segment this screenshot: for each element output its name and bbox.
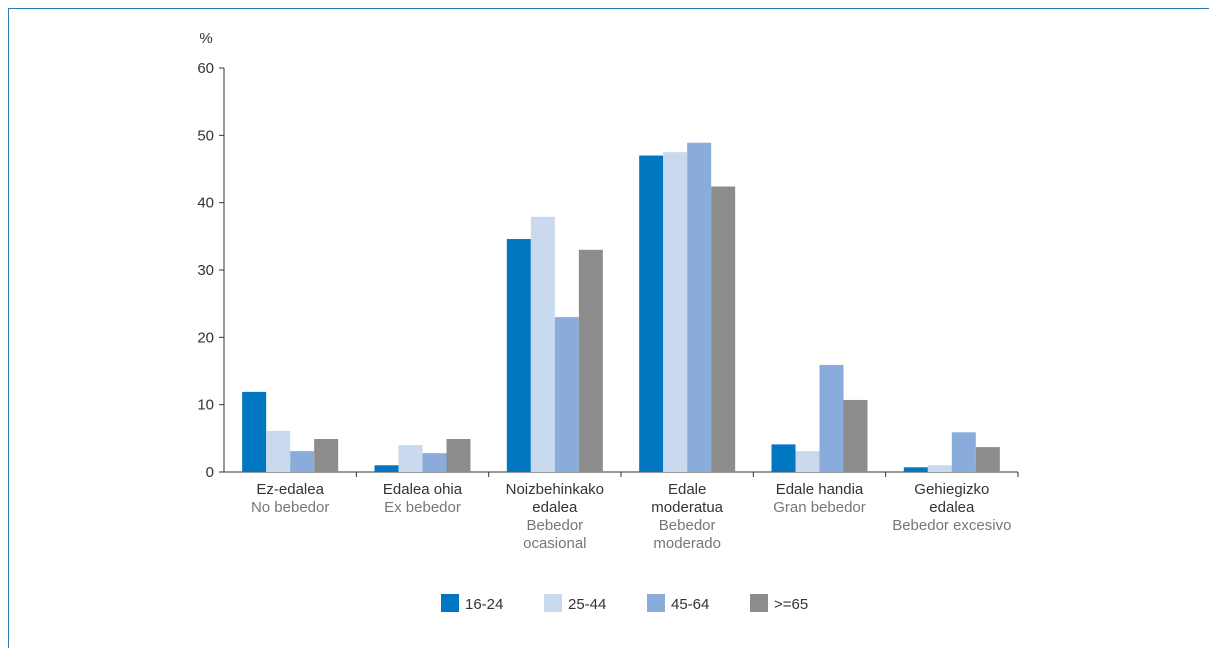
y-tick-label: 10 [197,397,214,414]
bar->=65-cat5 [843,399,868,472]
bar->=65-cat4 [711,186,736,473]
category-label-eu: Edale [668,481,706,498]
bar->=65-cat6 [975,447,1000,472]
bar-25-44-cat4 [663,152,688,472]
y-tick-label: 20 [197,329,214,346]
bar->=65-cat3 [578,249,603,472]
y-tick-label: 60 [197,60,214,77]
bar-45-64-cat6 [951,432,976,472]
category-label-eu: Ez-edalea [256,481,324,498]
legend-swatch->=65 [750,594,768,612]
y-axis-unit-label: % [199,30,212,47]
legend: 16-24 25-44 45-64 >=65 [441,594,808,613]
bar-16-24-cat5 [771,444,796,472]
y-tick-label: 50 [197,127,214,144]
category-label-es: Bebedor [526,517,583,534]
category-label-eu: Gehiegizko [914,481,989,498]
legend-label: 25-44 [568,596,606,613]
bar-25-44-cat6 [927,465,952,472]
bar-45-64-cat3 [554,317,579,472]
legend-swatch-16-24 [441,594,459,612]
bar-45-64-cat2 [422,453,447,472]
legend-label: 45-64 [671,596,709,613]
bar->=65-cat2 [446,439,471,472]
bar-16-24-cat2 [374,465,399,472]
bar-25-44-cat2 [398,445,423,472]
bar-16-24-cat1 [242,391,267,472]
bar-45-64-cat5 [819,364,844,472]
bar-25-44-cat1 [266,430,291,472]
category-label-eu: Edalea ohia [383,481,463,498]
axes: 0 10 20 30 40 50 60 [197,60,1019,481]
category-label-eu: Noizbehinkako [506,481,604,498]
category-label-eu: moderatua [651,499,723,516]
y-tick-label: 40 [197,195,214,212]
legend-label: 16-24 [465,596,503,613]
category-label-eu: edalea [929,499,975,516]
bars [242,142,1000,473]
category-label-es: Bebedor excesivo [892,517,1011,534]
chart-frame [8,8,1209,648]
legend-swatch-25-44 [544,594,562,612]
bar-45-64-cat4 [687,142,712,473]
category-label-es: Ex bebedor [384,499,461,516]
category-label-es: moderado [653,535,721,552]
legend-swatch-45-64 [647,594,665,612]
bar-16-24-cat6 [903,467,928,472]
y-tick-label: 0 [206,464,214,481]
bar-16-24-cat3 [506,239,531,472]
legend-label: >=65 [774,596,808,613]
category-label-es: Bebedor [659,517,716,534]
bar->=65-cat1 [314,439,339,472]
category-label-eu: Edale handia [776,481,864,498]
category-label-es: ocasional [523,535,586,552]
category-label-es: Gran bebedor [773,499,866,516]
bar-16-24-cat4 [639,155,664,473]
bar-45-64-cat1 [290,451,315,472]
bar-25-44-cat5 [795,451,820,472]
y-tick-label: 30 [197,262,214,279]
category-label-es: No bebedor [251,499,329,516]
bar-25-44-cat3 [530,216,555,472]
category-label-eu: edalea [532,499,578,516]
